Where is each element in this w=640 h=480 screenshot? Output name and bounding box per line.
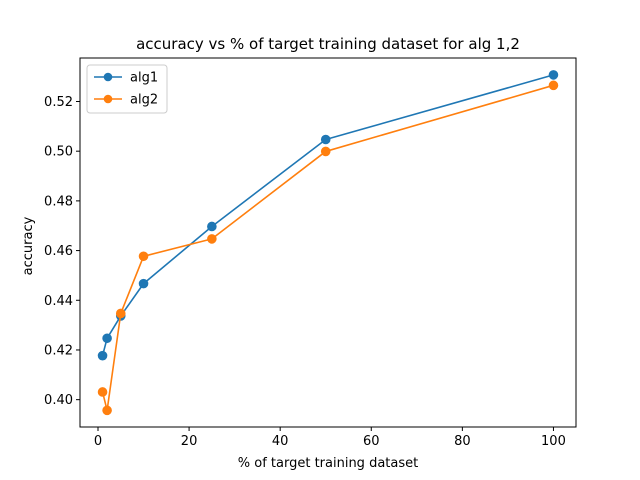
data-point-alg2 bbox=[207, 234, 217, 244]
data-point-alg2 bbox=[548, 80, 559, 91]
y-tick-label: 0.50 bbox=[44, 145, 73, 160]
legend-label: alg1 bbox=[130, 71, 158, 86]
series-layer bbox=[97, 70, 559, 416]
data-point-alg2 bbox=[320, 146, 331, 157]
x-tick-label: 100 bbox=[541, 434, 566, 449]
data-point-alg1 bbox=[138, 278, 149, 289]
data-point-alg2 bbox=[102, 405, 112, 416]
x-tick-label: 60 bbox=[363, 434, 380, 449]
y-axis-label: accuracy bbox=[21, 216, 36, 275]
data-point-alg1 bbox=[102, 333, 112, 344]
y-tick-label: 0.44 bbox=[44, 294, 73, 309]
data-point-alg2 bbox=[115, 308, 126, 319]
data-point-alg1 bbox=[320, 134, 331, 145]
x-axis: 0 20 40 60 80 100 bbox=[94, 427, 566, 449]
chart-title: accuracy vs % of target training dataset… bbox=[136, 35, 520, 53]
data-point-alg1 bbox=[548, 70, 559, 80]
x-tick-label: 80 bbox=[454, 434, 471, 449]
legend-item-alg2: alg2 bbox=[94, 93, 158, 108]
plot-area bbox=[79, 57, 577, 428]
legend-label: alg2 bbox=[130, 93, 158, 108]
x-tick-label: 0 bbox=[94, 434, 102, 449]
data-point-alg2 bbox=[97, 387, 108, 397]
y-tick-label: 0.42 bbox=[44, 343, 73, 358]
y-tick-label: 0.46 bbox=[44, 244, 73, 259]
x-tick-label: 20 bbox=[181, 434, 198, 449]
x-axis-label: % of target training dataset bbox=[238, 456, 418, 471]
y-tick-label: 0.40 bbox=[44, 393, 73, 408]
y-axis: 0.40 0.42 0.44 0.46 0.48 0.50 0.52 bbox=[44, 95, 80, 408]
x-tick-label: 40 bbox=[272, 434, 289, 449]
data-point-alg1 bbox=[97, 350, 108, 361]
legend-item-alg1: alg1 bbox=[94, 71, 158, 86]
series-alg2 bbox=[97, 80, 559, 416]
legend: alg1 alg2 bbox=[86, 64, 168, 114]
legend-marker bbox=[103, 72, 113, 82]
y-tick-label: 0.52 bbox=[44, 95, 73, 110]
data-point-alg1 bbox=[207, 221, 217, 232]
legend-marker bbox=[103, 94, 113, 104]
data-point-alg2 bbox=[138, 251, 149, 262]
y-tick-label: 0.48 bbox=[44, 194, 73, 209]
plot-frame bbox=[79, 57, 577, 428]
